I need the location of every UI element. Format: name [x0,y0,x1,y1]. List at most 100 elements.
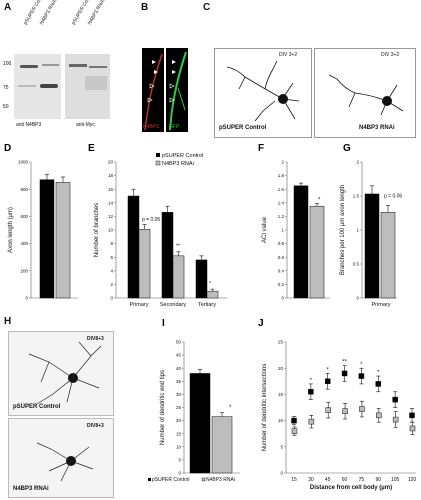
significance-mark: * [360,362,363,368]
data-point [291,428,298,434]
y-tick-label: 1000 [18,160,29,165]
x-tick-label: 75 [359,477,365,483]
bar [138,229,151,299]
bar [364,193,380,299]
y-tick-label: 10 [278,418,284,423]
x-tick-label: 30 [308,477,314,483]
mw-marker: 50 [3,104,9,110]
panel-label-i: I [162,318,165,329]
y-tick-label: 14 [108,200,114,205]
neuron-image-control-div8: DIV8+3 pSUPER Control [8,331,114,416]
blot-label: anti-Myc [76,122,95,128]
legend-label: pSUPER Control [152,477,190,483]
y-tick-label: 10 [108,228,114,233]
data-point [409,412,415,419]
y-tick-label: 5 [178,458,181,463]
neuron-image-rnai-div8: DIV8+3 N4BP3 RNAi [8,418,114,498]
micrograph-gfp: GFP [166,48,188,132]
y-tick-label: 1.2 [278,214,285,219]
y-tick-label: 0 [356,296,359,301]
bar [172,255,185,299]
western-blot-right [65,54,110,119]
bar [55,182,71,299]
panel-label-g: G [343,143,351,154]
significance-mark: * [310,378,313,384]
y-tick-label: 0 [280,471,283,476]
y-tick-label: 20 [278,366,284,371]
y-tick-label: 50 [176,340,182,345]
y-tick-label: 6 [110,255,113,260]
y-tick-label: 1.6 [278,187,285,192]
y-tick-label: 800 [20,187,28,192]
y-tick-label: 1 [281,228,284,233]
y-tick-label: 0 [281,296,284,301]
data-point [392,416,399,423]
y-axis-label: ACI value [262,216,268,243]
x-tick-label: 105 [391,477,400,483]
data-point [291,417,297,424]
y-tick-label: 2 [356,160,359,165]
mw-marker: 75 [3,85,9,91]
x-tick-label: Secondary [160,302,187,308]
significance-mark: * [209,281,211,287]
y-tick-label: 10 [176,444,182,449]
y-tick-label: 0 [178,471,181,476]
y-tick-label: 1.4 [278,200,285,205]
bar [195,259,208,299]
data-point [308,418,315,425]
x-tick-label: 45 [325,477,331,483]
bar [380,212,396,299]
significance-mark: * [318,197,321,203]
panel-label-c: C [203,2,211,13]
data-point [375,381,382,387]
micrograph-n4bp3: N4BP3 [142,48,164,132]
legend-label: N4BP3 RNAi [206,477,235,483]
bar [189,373,211,474]
bar [127,195,140,299]
y-tick-label: 1 [356,228,359,233]
x-tick-label: 60 [342,477,348,483]
data-point [324,378,331,385]
bar [211,416,233,474]
data-point [342,408,348,414]
y-tick-label: 16 [108,187,114,192]
legend-label: N4BP3 RNAi [162,161,194,167]
y-tick-label: 25 [278,340,284,345]
y-tick-label: 0.4 [278,268,285,273]
x-axis-label: Distance from cell body (µm) [310,485,392,491]
legend-swatch [201,477,206,482]
y-tick-label: 0.8 [278,241,285,246]
y-axis-label: Branches per 100 µm axon length [340,185,346,275]
bar [39,179,55,299]
legend-swatch [148,478,151,481]
y-tick-label: 5 [280,444,283,449]
neuron-image-rnai: DIV 3+2 N4BP3 RNAi [314,48,416,138]
panel-label-d: D [4,143,11,154]
y-tick-label: 600 [20,214,28,219]
y-axis-label: Number of dendritic intersections [262,364,268,452]
blot-label: anti N4BP3 [16,122,42,128]
y-tick-label: 45 [176,353,182,358]
y-tick-label: 0 [25,296,28,301]
y-axis-label: Number of branches [94,203,100,257]
significance-mark: p = 0.05 [142,217,160,223]
bar [309,205,325,299]
y-tick-label: 20 [108,160,114,165]
data-point [359,406,365,412]
panel-label-b: B [141,2,149,13]
y-tick-label: 0 [110,296,113,301]
bar [206,290,219,299]
x-tick-label: Tertiary [198,302,216,308]
data-point [376,412,382,419]
bar [161,212,174,299]
data-point [392,396,398,403]
data-point [325,407,331,413]
western-blot-left [14,54,61,119]
bar [293,185,309,299]
data-point [409,425,416,432]
y-axis-label: Number of dendritic end tips [160,370,166,445]
y-tick-label: 2 [110,282,113,287]
y-tick-label: 15 [176,431,182,436]
legend-swatch [156,153,160,157]
y-tick-label: 4 [110,268,113,273]
